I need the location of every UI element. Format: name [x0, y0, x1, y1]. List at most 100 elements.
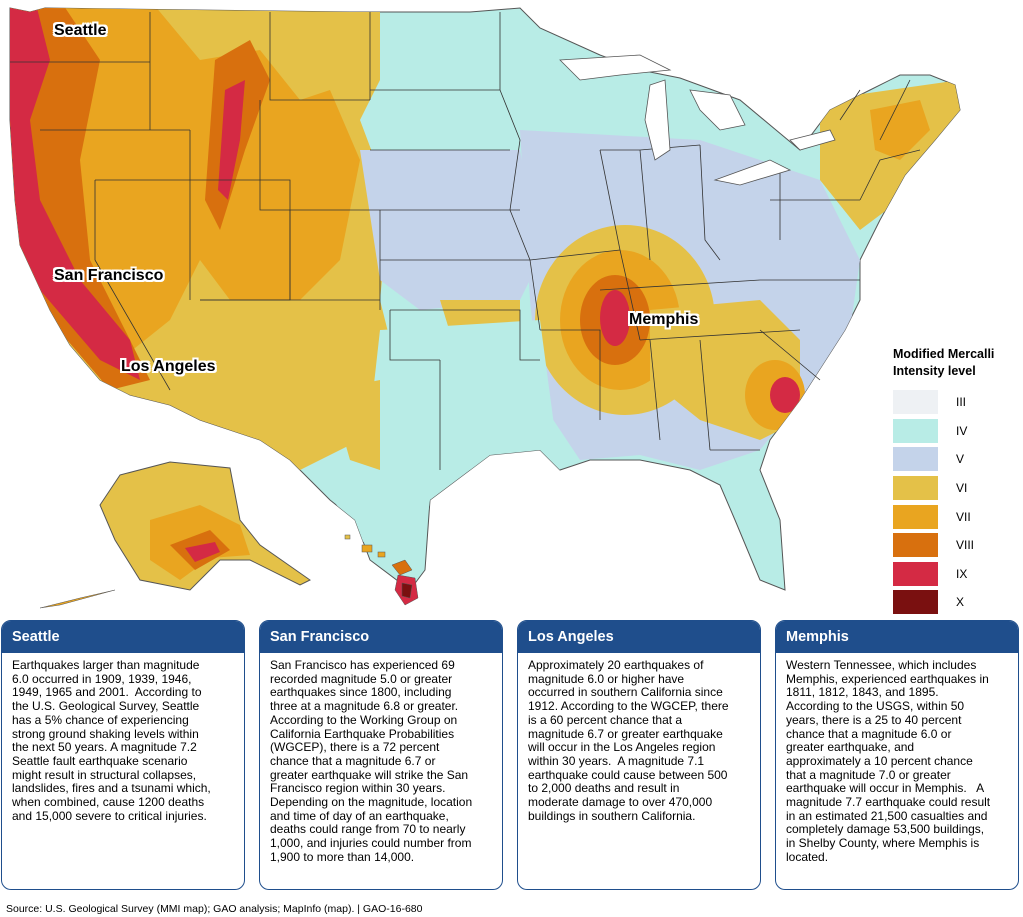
city-label-san-francisco: San Francisco: [54, 267, 164, 284]
legend-label: V: [956, 452, 965, 467]
panel-text-line: within 30 years. A magnitude 7.1: [528, 753, 705, 768]
panel-title: Seattle: [2, 621, 244, 653]
panel-text-line: magnitude 7.7 earthquake could result: [786, 795, 991, 810]
panel-text-line: 6.0 occurred in 1909, 1939, 1946,: [12, 671, 192, 686]
intensity-map: Seattle San Francisco Los Angeles Memphi…: [9, 7, 961, 609]
panel-text-line: earthquake will occur in Memphis. A: [786, 781, 985, 796]
city-label-seattle: Seattle: [54, 22, 107, 39]
panel-text-line: strong ground shaking levels within: [12, 726, 199, 741]
legend-item: V: [893, 445, 1023, 474]
legend-label: X: [956, 595, 965, 610]
legend-label: III: [956, 395, 967, 410]
legend-swatch: [893, 418, 938, 443]
panel-text-line: occurred in southern California since: [528, 685, 723, 700]
panel-text-line: greater earthquake, and: [786, 740, 915, 755]
alaska: [39, 461, 311, 609]
panel-text-line: is a 60 percent chance that a: [528, 712, 683, 727]
panel-text-line: completely damage 53,500 buildings,: [786, 822, 985, 837]
legend-swatch: [893, 390, 938, 415]
panel-text-line: has a 5% chance of experiencing: [12, 712, 189, 727]
city-label-memphis: Memphis: [629, 311, 699, 328]
panel-body: Approximately 20 earthquakes of magnitude…: [518, 653, 760, 823]
panel-text-line: magnitude 6.7 or greater earthquake: [528, 726, 723, 741]
legend-title-line1: Modified Mercalli: [893, 347, 995, 361]
legend-item: VII: [893, 502, 1023, 531]
panel-text-line: in Shelby County, where Memphis is: [786, 836, 980, 851]
panel-text-line: the U.S. Geological Survey, Seattle: [12, 699, 200, 714]
legend-label: VI: [956, 481, 968, 496]
panel-text-line: Memphis, experienced earthquakes in: [786, 671, 989, 686]
panel-text-line: and 15,000 severe to critical injuries.: [12, 808, 207, 823]
panel-text-line: will occur in the Los Angeles region: [528, 740, 716, 755]
legend-label: VII: [956, 509, 971, 524]
panel-body: Earthquakes larger than magnitude 6.0 occ…: [2, 653, 244, 823]
legend-swatch: [893, 447, 938, 472]
legend-swatch: [893, 590, 938, 615]
intensity-zones: [10, 8, 960, 570]
legend-item: III: [893, 388, 1023, 417]
panel-text-line: deaths could range from 70 to nearly: [270, 822, 466, 837]
legend-label: VIII: [956, 538, 975, 553]
panel-text-line: might result in structural collapses,: [12, 767, 197, 782]
legend-swatch: [893, 476, 938, 501]
city-label-los-angeles: Los Angeles: [121, 358, 216, 375]
state-boundaries: [10, 12, 921, 470]
panel-text-line: and time of day of an earthquake,: [270, 808, 449, 823]
panel-los-angeles: Los Angeles Approximately 20 earthquakes…: [517, 620, 761, 890]
panel-text-line: According to the USGS, within 50: [786, 699, 965, 714]
panel-text-line: 1,900 to more than 14,000.: [270, 849, 415, 864]
panel-text-line: chance that a magnitude 6.7 or: [270, 753, 436, 768]
legend-label: IV: [956, 423, 968, 438]
panel-text-line: to 2,000 deaths and result in: [528, 781, 680, 796]
panel-seattle: Seattle Earthquakes larger than magnitud…: [1, 620, 245, 890]
panel-text-line: Seattle fault earthquake scenario: [12, 753, 188, 768]
legend-title: Modified Mercalli Intensity level: [893, 346, 1023, 380]
legend-item: IV: [893, 417, 1023, 446]
panel-text-line: 1949, 1965 and 2001. According to: [12, 685, 202, 700]
panel-text-line: chance that a magnitude 6.0 or: [786, 726, 952, 741]
legend-rows: III IV V VI VII VIII IX X: [893, 388, 1023, 617]
panel-text-line: greater earthquake will strike the San: [270, 767, 469, 782]
panel-text-line: 1811, 1812, 1843, and 1895.: [786, 685, 939, 700]
panel-text-line: Earthquakes larger than magnitude: [12, 658, 200, 672]
panel-text-line: in an estimated 21,500 casualties and: [786, 808, 988, 823]
panel-text-line: magnitude 6.0 or higher have: [528, 671, 685, 686]
intensity-legend: Modified Mercalli Intensity level III IV V…: [893, 346, 1023, 617]
panel-text-line: recorded magnitude 5.0 or greater: [270, 671, 453, 686]
panel-text-line: when combined, cause 1200 deaths: [12, 795, 205, 810]
source-note: Source: U.S. Geological Survey (MMI map)…: [6, 903, 423, 915]
panel-text-line: the next 50 years. A magnitude 7.2: [12, 740, 197, 755]
panel-body: Western Tennessee, which includes Memphis…: [776, 653, 1018, 865]
legend-label: IX: [956, 566, 968, 581]
panel-text-line: Western Tennessee, which includes: [786, 658, 977, 672]
panel-text-line: earthquakes since 1800, including: [270, 685, 452, 700]
panel-text-line: three at a magnitude 6.8 or greater.: [270, 699, 459, 714]
panel-text-line: approximately a 10 percent chance: [786, 753, 973, 768]
panel-text-line: 1912. According to the WGCEP, there: [528, 699, 729, 714]
legend-item: IX: [893, 560, 1023, 589]
panel-text-line: landslides, fires and a tsunami which,: [12, 781, 211, 796]
panel-text-line: Approximately 20 earthquakes of: [528, 658, 704, 672]
panel-text-line: moderate damage to over 470,000: [528, 795, 713, 810]
panel-title: Memphis: [776, 621, 1018, 653]
panel-text-line: 1,000, and injuries could number from: [270, 836, 472, 851]
panel-text-line: earthquake could cause between 500: [528, 767, 728, 782]
panel-title: Los Angeles: [518, 621, 760, 653]
panel-body: San Francisco has experienced 69 recorded…: [260, 653, 502, 865]
legend-swatch: [893, 504, 938, 529]
panel-text-line: that a magnitude 7.0 or greater: [786, 767, 951, 782]
us-hazard-map: [9, 7, 961, 609]
legend-item: VIII: [893, 531, 1023, 560]
hawaii: [344, 534, 419, 606]
panel-san-francisco: San Francisco San Francisco has experien…: [259, 620, 503, 890]
panel-text-line: According to the Working Group on: [270, 712, 458, 727]
legend-title-line2: Intensity level: [893, 364, 976, 378]
legend-swatch: [893, 561, 938, 586]
panel-title: San Francisco: [260, 621, 502, 653]
great-lakes: [559, 54, 836, 186]
panel-text-line: California Earthquake Probabilities: [270, 726, 455, 741]
panel-memphis: Memphis Western Tennessee, which include…: [775, 620, 1019, 890]
legend-swatch: [893, 533, 938, 558]
panel-text-line: San Francisco has experienced 69: [270, 658, 455, 672]
panel-text-line: Depending on the magnitude, location: [270, 795, 473, 810]
